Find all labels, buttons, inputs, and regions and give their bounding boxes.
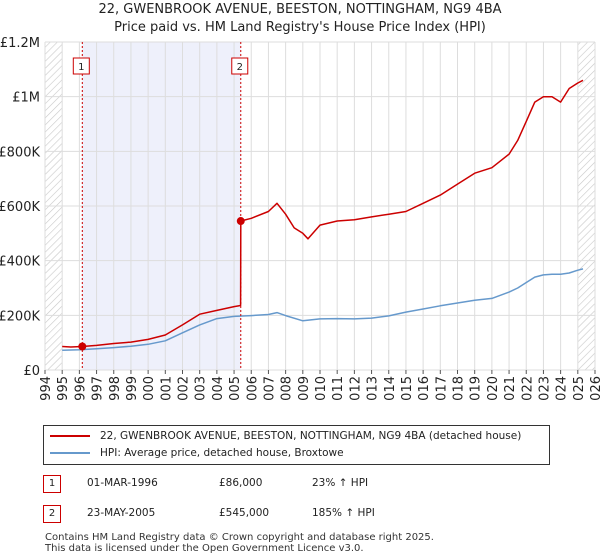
table-row: 2 23-MAY-2005 £545,000 185% ↑ HPI — [43, 505, 563, 525]
x-tick-label: 2020 — [486, 376, 501, 400]
x-tick-label: 2005 — [228, 376, 243, 400]
x-tick-label: 1997 — [91, 376, 106, 400]
sale-point — [78, 342, 87, 351]
legend-label-property: 22, GWENBROOK AVENUE, BEESTON, NOTTINGHA… — [100, 430, 522, 442]
footer: Contains HM Land Registry data © Crown c… — [45, 532, 434, 554]
x-tick-label: 2024 — [555, 376, 570, 400]
hpi-line — [62, 268, 584, 352]
legend-label-hpi: HPI: Average price, detached house, Brox… — [100, 447, 344, 459]
footer-copyright: Contains HM Land Registry data © Crown c… — [45, 532, 434, 543]
x-tick-label: 1996 — [73, 376, 88, 400]
x-tick-label: 2002 — [177, 376, 192, 400]
sale-price: £86,000 — [219, 477, 263, 489]
x-tick-label: 2009 — [297, 376, 312, 400]
x-tick-label: 2021 — [503, 376, 518, 400]
y-tick-label: £1.2M — [0, 36, 40, 51]
x-tick-label: 2015 — [400, 376, 415, 400]
x-tick-label: 1994 — [39, 376, 54, 400]
legend-swatch-property — [50, 435, 90, 437]
sale-point — [236, 217, 245, 226]
legend-item-property: 22, GWENBROOK AVENUE, BEESTON, NOTTINGHA… — [50, 428, 521, 444]
x-tick-label: 2026 — [589, 376, 600, 400]
x-tick-label: 2011 — [331, 376, 346, 400]
x-tick-label: 2006 — [245, 376, 260, 400]
y-tick-label: £400K — [0, 255, 40, 270]
x-tick-label: 2000 — [142, 376, 157, 400]
sale-date: 01-MAR-1996 — [87, 477, 158, 489]
x-tick-label: 2007 — [262, 376, 277, 400]
sale-label-box — [72, 57, 90, 75]
x-tick-label: 2012 — [348, 376, 363, 400]
x-tick-label: 2016 — [417, 376, 432, 400]
y-tick-label: £600K — [0, 200, 40, 215]
y-tick-label: £200K — [0, 309, 40, 324]
x-tick-label: 2010 — [314, 376, 329, 400]
y-tick-label: £1M — [12, 91, 40, 106]
footer-licence: This data is licensed under the Open Gov… — [45, 543, 364, 554]
x-tick-label: 2001 — [159, 376, 174, 400]
chart-subtitle: Price paid vs. HM Land Registry's House … — [114, 20, 486, 35]
x-tick-label: 2017 — [434, 376, 449, 400]
x-tick-label: 2022 — [520, 376, 535, 400]
x-tick-label: 2003 — [194, 376, 209, 400]
legend-swatch-hpi — [50, 452, 90, 454]
x-tick-label: 2019 — [469, 376, 484, 400]
x-tick-label: 1998 — [108, 376, 123, 400]
x-tick-label: 2013 — [366, 376, 381, 400]
legend: 22, GWENBROOK AVENUE, BEESTON, NOTTINGHA… — [43, 425, 550, 465]
x-tick-label: 2008 — [280, 376, 295, 400]
sale-label-text: 1 — [78, 62, 84, 73]
sale-label-box — [231, 57, 249, 75]
sale-badge: 1 — [43, 475, 61, 493]
sale-date: 23-MAY-2005 — [87, 507, 156, 519]
y-tick-label: £800K — [0, 145, 40, 160]
x-tick-label: 2023 — [537, 376, 552, 400]
chart-title: 22, GWENBROOK AVENUE, BEESTON, NOTTINGHA… — [98, 2, 502, 17]
sale-price: £545,000 — [219, 507, 270, 519]
sale-hpi-change: 23% ↑ HPI — [312, 477, 369, 489]
x-tick-label: 2014 — [383, 376, 398, 400]
y-tick-label: £0 — [23, 364, 40, 379]
table-row: 1 01-MAR-1996 £86,000 23% ↑ HPI — [43, 475, 563, 495]
sale-hpi-change: 185% ↑ HPI — [312, 507, 375, 519]
x-tick-label: 2018 — [452, 376, 467, 400]
property-price-line — [62, 79, 584, 348]
x-tick-label: 2025 — [572, 376, 587, 400]
x-tick-label: 2004 — [211, 376, 226, 400]
sale-label-text: 2 — [237, 62, 243, 73]
sale-badge: 2 — [43, 505, 61, 523]
x-tick-label: 1999 — [125, 376, 140, 400]
x-tick-label: 1995 — [56, 376, 71, 400]
legend-item-hpi: HPI: Average price, detached house, Brox… — [50, 445, 344, 461]
